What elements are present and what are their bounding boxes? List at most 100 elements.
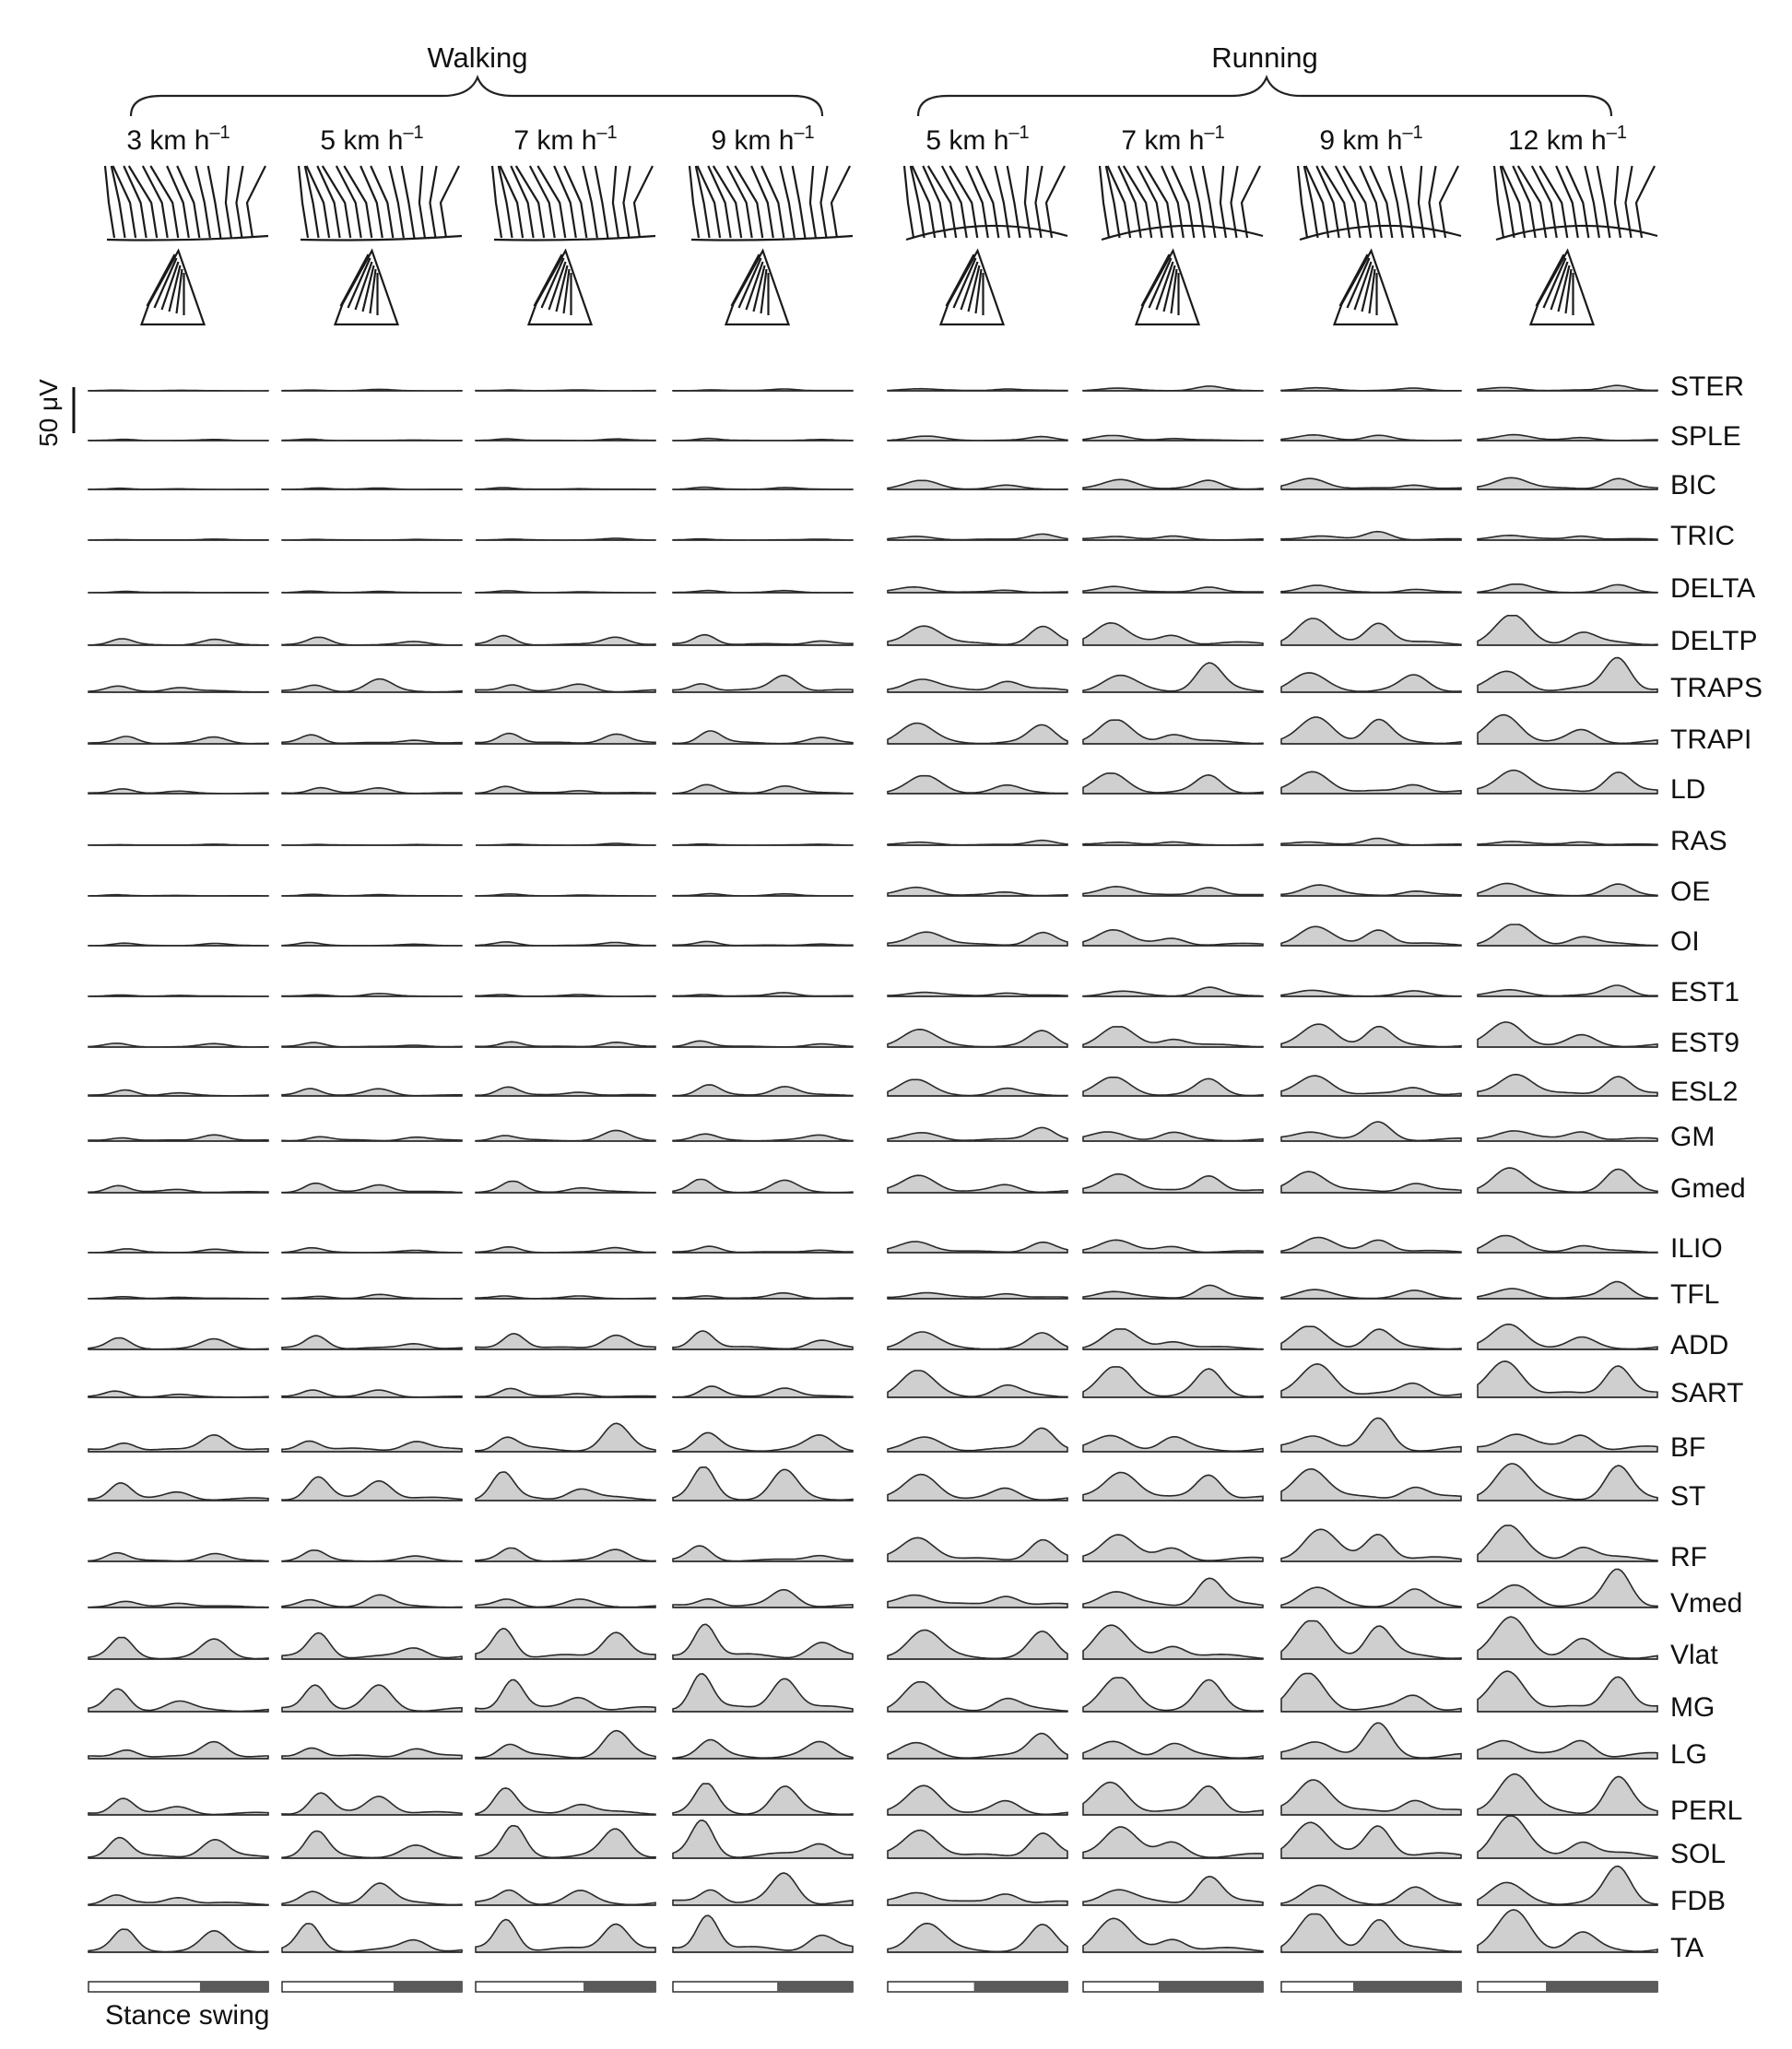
trace-row-ADD [88, 1323, 1658, 1350]
muscle-label-TRIC: TRIC [1670, 521, 1735, 551]
emg-trace-TRAPS-3 [672, 674, 854, 693]
emg-trace-ADD-1 [281, 1335, 463, 1350]
emg-trace-EST9-3 [672, 1040, 854, 1048]
emg-trace-ESL2-5 [1082, 1077, 1264, 1097]
speed-value: 9 [1319, 125, 1342, 156]
emg-trace-SART-5 [1082, 1366, 1264, 1398]
stick-figure-0 [103, 165, 269, 326]
emg-trace-TFL-3 [672, 1291, 854, 1300]
emg-trace-RF-5 [1082, 1534, 1264, 1562]
emg-trace-SPLE-7 [1477, 433, 1658, 442]
muscle-label-LG: LG [1670, 1739, 1707, 1770]
trace-row-FDB [88, 1865, 1658, 1906]
emg-trace-BF-2 [475, 1422, 656, 1453]
emg-trace-SOL-5 [1082, 1826, 1264, 1859]
emg-trace-LD-2 [475, 785, 656, 795]
muscle-label-LD: LD [1670, 774, 1705, 805]
emg-trace-TRAPI-3 [672, 730, 854, 745]
legend-label: Stance swing [105, 2000, 269, 2031]
emg-trace-EST1-6 [1280, 989, 1462, 997]
speed-value: 7 [513, 125, 536, 156]
emg-trace-MG-1 [281, 1684, 463, 1713]
emg-trace-BIC-4 [887, 479, 1068, 490]
emg-trace-TRIC-4 [887, 533, 1068, 541]
emg-trace-TRAPS-6 [1280, 672, 1462, 693]
speed-value: 12 [1508, 125, 1547, 156]
emg-trace-ST-2 [475, 1471, 656, 1501]
muscle-label-DELTP: DELTP [1670, 626, 1757, 656]
trace-row-EST1 [88, 984, 1658, 997]
emg-trace-GM-5 [1082, 1131, 1264, 1142]
muscle-label-Gmed: Gmed [1670, 1173, 1746, 1204]
emg-trace-BF-1 [281, 1440, 463, 1453]
speed-unit: km h [149, 125, 209, 156]
emg-trace-SOL-0 [88, 1836, 269, 1859]
stick-figure-4 [902, 165, 1068, 326]
emg-trace-ESL2-6 [1280, 1075, 1462, 1097]
emg-trace-MG-0 [88, 1688, 269, 1713]
emg-trace-Vmed-7 [1477, 1568, 1658, 1608]
emg-trace-FDB-0 [88, 1894, 269, 1906]
emg-trace-ESL2-2 [475, 1086, 656, 1097]
emg-trace-OE-4 [887, 886, 1068, 897]
swing-bar [1546, 1982, 1657, 1992]
emg-trace-LD-7 [1477, 769, 1658, 795]
phase-bar-5 [1082, 1981, 1264, 1993]
emg-trace-EST1-7 [1477, 984, 1658, 997]
emg-trace-SART-2 [475, 1387, 656, 1398]
emg-trace-RF-3 [672, 1545, 854, 1562]
emg-trace-TRAPS-1 [281, 677, 463, 693]
emg-trace-FDB-5 [1082, 1875, 1264, 1906]
emg-trace-Vlat-1 [281, 1631, 463, 1660]
emg-trace-LD-1 [281, 786, 463, 795]
emg-trace-ILIO-2 [475, 1245, 656, 1254]
trace-row-TA [88, 1909, 1658, 1953]
muscle-label-ADD: ADD [1670, 1330, 1728, 1360]
emg-trace-FDB-2 [475, 1889, 656, 1906]
emg-trace-ADD-4 [887, 1331, 1068, 1350]
stick-figure-2 [490, 165, 656, 326]
emg-trace-ADD-0 [88, 1337, 269, 1350]
emg-trace-FDB-4 [887, 1891, 1068, 1906]
speed-exp: –1 [794, 123, 814, 143]
speed-exp: –1 [596, 123, 617, 143]
trace-row-GM [88, 1121, 1658, 1142]
emg-trace-PERL-0 [88, 1797, 269, 1816]
emg-trace-DELTP-7 [1477, 615, 1658, 646]
emg-trace-Gmed-1 [281, 1182, 463, 1194]
group-title-running: Running [1211, 41, 1317, 74]
speed-value: 7 [1121, 125, 1144, 156]
leg-sketch-3 [724, 248, 791, 326]
swing-bar [584, 1982, 655, 1992]
emg-trace-TA-6 [1280, 1913, 1462, 1953]
trace-row-TFL [88, 1280, 1658, 1300]
emg-trace-LD-4 [887, 774, 1068, 795]
trace-row-RF [88, 1525, 1658, 1562]
emg-trace-LG-0 [88, 1740, 269, 1760]
emg-trace-DELTP-2 [475, 634, 656, 646]
emg-trace-MG-5 [1082, 1677, 1264, 1713]
emg-trace-TRAPI-6 [1280, 716, 1462, 745]
muscle-label-MG: MG [1670, 1692, 1715, 1723]
speed-labels: 3 km h–1 5 km h–1 7 km h–1 9 km h–1 5 km h–1… [126, 123, 1627, 156]
emg-trace-Vmed-1 [281, 1594, 463, 1608]
emg-trace-EST9-5 [1082, 1026, 1264, 1048]
emg-trace-Vlat-7 [1477, 1616, 1658, 1660]
muscle-label-BIC: BIC [1670, 470, 1716, 500]
trace-row-Vlat [88, 1616, 1658, 1660]
emg-trace-OE-7 [1477, 882, 1658, 897]
trace-row-TRAPS [88, 656, 1658, 693]
emg-trace-SPLE-5 [1082, 434, 1264, 442]
emg-trace-LG-7 [1477, 1739, 1658, 1760]
emg-trace-ESL2-3 [672, 1084, 854, 1097]
speed-exp: –1 [209, 123, 230, 143]
emg-trace-TA-3 [672, 1914, 854, 1953]
trace-row-SOL [88, 1815, 1658, 1859]
emg-trace-EST9-2 [475, 1041, 656, 1048]
leg-sketch-6 [1332, 248, 1399, 326]
emg-trace-DELTP-5 [1082, 621, 1264, 646]
emg-trace-Gmed-4 [887, 1174, 1068, 1194]
trace-row-Gmed [88, 1167, 1658, 1194]
emg-trace-TRAPI-4 [887, 722, 1068, 745]
emg-trace-TFL-5 [1082, 1284, 1264, 1300]
